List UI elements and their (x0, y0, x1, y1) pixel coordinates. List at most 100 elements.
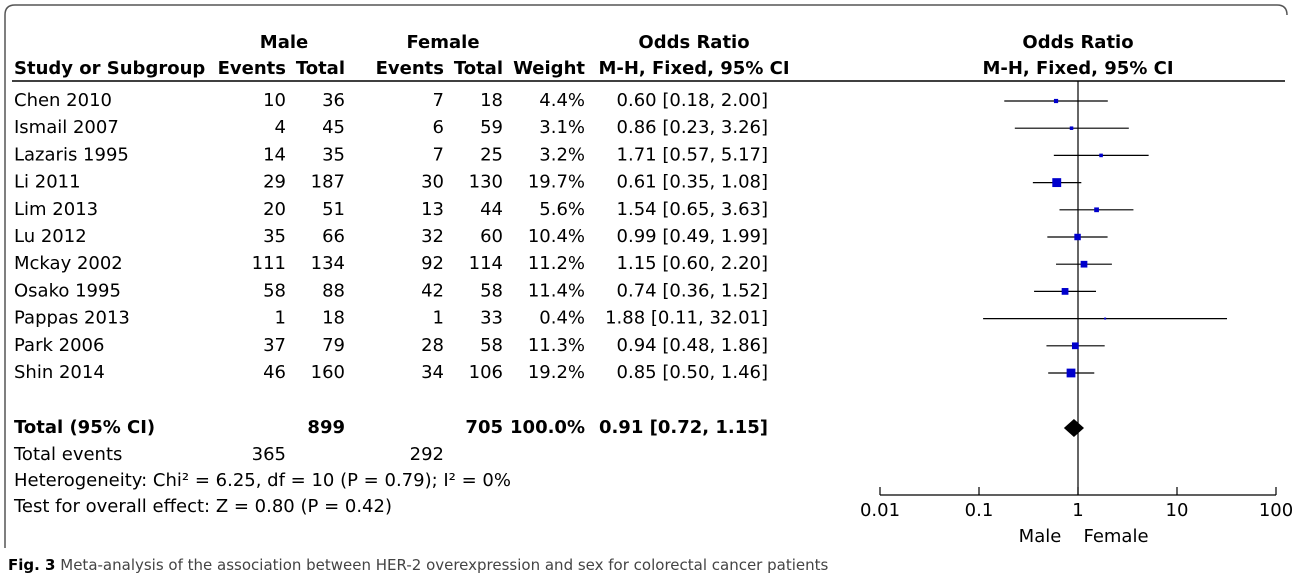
table-cell: 1.54 [0.65, 3.63] (617, 199, 768, 220)
column-header: Events (376, 58, 444, 79)
table-cell: 36 (322, 90, 345, 111)
effect-marker (1099, 153, 1103, 158)
table-cell: 37 (263, 335, 286, 356)
table-cell: 32 (421, 226, 444, 247)
study-name: Osako 1995 (14, 280, 121, 301)
group-header: Odds Ratio (638, 32, 749, 53)
study-name: Shin 2014 (14, 362, 105, 383)
table-cell: 1 (433, 308, 444, 329)
effect-marker (1061, 288, 1069, 295)
table-cell: 79 (322, 335, 345, 356)
table-cell: 0.94 [0.48, 1.86] (617, 335, 768, 356)
study-name: Park 2006 (14, 335, 104, 356)
table-cell: 0.99 [0.49, 1.99] (617, 226, 768, 247)
table-cell: 10 (263, 90, 286, 111)
group-header: Odds Ratio (1022, 32, 1133, 53)
column-header: Weight (513, 58, 585, 79)
effect-marker (1074, 233, 1081, 241)
study-name: Chen 2010 (14, 90, 112, 111)
favours-label: Female (1083, 526, 1148, 547)
study-name: Lim 2013 (14, 199, 98, 220)
effect-marker (1080, 260, 1088, 268)
table-cell: 34 (421, 362, 444, 383)
effect-marker (1071, 342, 1079, 350)
table-cell: 0.85 [0.50, 1.46] (617, 362, 768, 383)
table-cell: 1.15 [0.60, 2.20] (617, 253, 768, 274)
total-events-cell: 365 (252, 444, 286, 465)
table-cell: 187 (311, 172, 345, 193)
x-tick-label: 0.1 (965, 500, 994, 521)
group-header: Male (260, 32, 308, 53)
table-cell: 92 (421, 253, 444, 274)
table-cell: 19.7% (528, 172, 585, 193)
table-cell: 35 (322, 144, 345, 165)
table-cell: 4.4% (539, 90, 585, 111)
table-cell: 0.74 [0.36, 1.52] (617, 280, 768, 301)
table-cell: 42 (421, 280, 444, 301)
column-header: Total (296, 58, 345, 79)
column-header: Events (218, 58, 286, 79)
table-cell: 6 (433, 117, 444, 138)
caption: Fig. 3 Meta-analysis of the association … (8, 556, 828, 574)
table-cell: 0.4% (539, 308, 585, 329)
table-cell: 4 (275, 117, 286, 138)
study-name: Li 2011 (14, 172, 81, 193)
study-name: Ismail 2007 (14, 117, 119, 138)
heterogeneity: Heterogeneity: Chi² = 6.25, df = 10 (P =… (14, 470, 511, 491)
effect-marker (1104, 317, 1107, 320)
study-name: Mckay 2002 (14, 253, 123, 274)
table-cell: 160 (311, 362, 345, 383)
caption-text: Meta-analysis of the association between… (60, 556, 828, 574)
table-cell: 10.4% (528, 226, 585, 247)
total-events-label: Total events (13, 444, 122, 465)
table-cell: 3.1% (539, 117, 585, 138)
table-cell: 3.2% (539, 144, 585, 165)
table-cell: 11.2% (528, 253, 585, 274)
table-cell: 106 (469, 362, 503, 383)
table-cell: 66 (322, 226, 345, 247)
x-tick-label: 1 (1072, 500, 1083, 521)
effect-marker (1053, 98, 1059, 104)
table-cell: 1.88 [0.11, 32.01] (605, 308, 768, 329)
table-cell: 0.60 [0.18, 2.00] (617, 90, 768, 111)
effect-marker (1094, 207, 1099, 213)
caption-label: Fig. 3 (8, 556, 55, 574)
table-cell: 1 (275, 308, 286, 329)
total-cell: 100.0% (510, 417, 585, 438)
effect-marker (1052, 178, 1062, 188)
table-cell: 51 (322, 199, 345, 220)
table-cell: 60 (480, 226, 503, 247)
table-cell: 7 (433, 144, 444, 165)
column-header: M-H, Fixed, 95% CI (982, 58, 1173, 79)
column-header: Total (454, 58, 503, 79)
table-cell: 7 (433, 90, 444, 111)
table-cell: 18 (322, 308, 345, 329)
group-header: Female (406, 32, 479, 53)
total-label: Total (95% CI) (14, 417, 155, 438)
total-cell: 899 (307, 417, 345, 438)
total-cell: 0.91 [0.72, 1.15] (599, 417, 768, 438)
frame (4, 4, 1288, 548)
table-cell: 11.3% (528, 335, 585, 356)
table-cell: 88 (322, 280, 345, 301)
table-cell: 5.6% (539, 199, 585, 220)
column-header: M-H, Fixed, 95% CI (598, 58, 789, 79)
x-tick-label: 100 (1259, 500, 1292, 521)
effect-marker (1066, 368, 1076, 378)
table-cell: 58 (263, 280, 286, 301)
table-cell: 111 (252, 253, 286, 274)
table-cell: 45 (322, 117, 345, 138)
total-events-cell: 292 (410, 444, 444, 465)
x-tick-label: 10 (1166, 500, 1189, 521)
table-cell: 58 (480, 280, 503, 301)
table-cell: 44 (480, 199, 503, 220)
table-cell: 134 (311, 253, 345, 274)
table-cell: 25 (480, 144, 503, 165)
effect-marker (1069, 126, 1074, 130)
total-diamond (1063, 419, 1085, 437)
total-cell: 705 (465, 417, 503, 438)
study-name: Lazaris 1995 (14, 144, 129, 165)
table-cell: 0.61 [0.35, 1.08] (617, 172, 768, 193)
